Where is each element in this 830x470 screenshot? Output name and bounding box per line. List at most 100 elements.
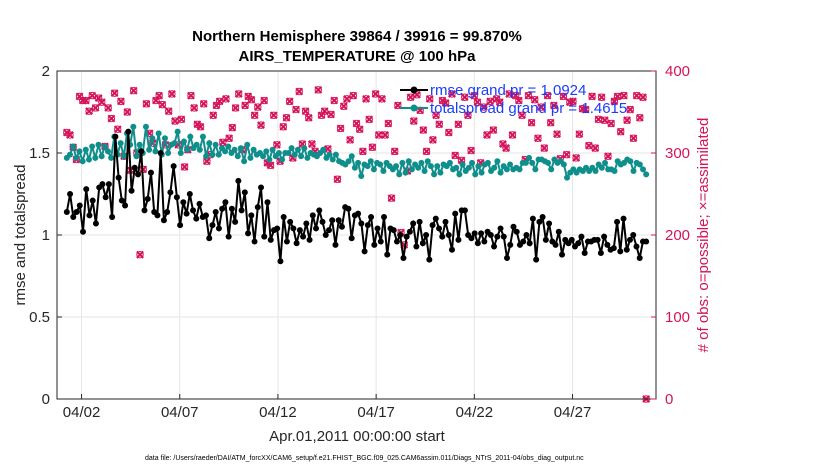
rmse-point xyxy=(105,181,112,188)
totalspread-point xyxy=(370,166,377,173)
totalspread-point xyxy=(149,135,156,142)
rmse-point xyxy=(390,227,397,234)
rmse-point xyxy=(306,236,313,243)
rmse-point xyxy=(471,230,478,237)
obs-assimilated-marker xyxy=(591,144,600,152)
obs-assimilated-marker xyxy=(314,85,323,94)
obs-assimilated-marker xyxy=(266,161,275,170)
obs-assimilated-marker xyxy=(218,138,227,147)
rmse-point xyxy=(410,220,417,227)
rmse-point xyxy=(316,207,323,214)
obs-possible-marker xyxy=(629,134,638,142)
obs-possible-marker xyxy=(180,163,189,171)
obs-possible-marker xyxy=(362,95,370,103)
obs-assimilated-marker xyxy=(479,103,488,111)
rmse-point xyxy=(109,213,116,220)
chart-subtitle: AIRS_TEMPERATURE @ 100 hPa xyxy=(239,48,477,65)
totalspread-point xyxy=(377,161,384,168)
rmse-point xyxy=(274,225,281,232)
totalspread-point xyxy=(263,148,270,155)
y-axis-left: 0 0.5 1 1.5 2 xyxy=(29,63,62,408)
obs-assimilated-marker xyxy=(209,111,218,120)
obs-assimilated-marker xyxy=(537,103,546,111)
obs-possible-marker xyxy=(365,115,373,124)
totalspread-point xyxy=(120,153,127,160)
rmse-point xyxy=(445,232,452,238)
rmse-point xyxy=(617,248,624,255)
totalspread-point xyxy=(418,159,425,166)
totalspread-point xyxy=(424,158,431,165)
totalspread-point xyxy=(250,146,257,153)
totalspread-point xyxy=(427,163,434,170)
totalspread-point xyxy=(446,159,453,166)
x-tick-label: 04/22 xyxy=(456,404,494,421)
obs-assimilated-marker xyxy=(623,116,631,125)
obs-assimilated-marker xyxy=(390,147,399,156)
rmse-point xyxy=(497,225,504,232)
obs-possible-marker xyxy=(620,91,628,100)
obs-assimilated-marker xyxy=(222,94,230,103)
rmse-point xyxy=(325,227,332,234)
obs-possible-marker xyxy=(617,127,625,136)
totalspread-point xyxy=(640,166,647,173)
totalspread-point xyxy=(491,164,498,171)
rmse-point xyxy=(455,236,462,243)
totalspread-point xyxy=(636,161,643,168)
rmse-point xyxy=(128,187,135,194)
obs-assimilated-marker xyxy=(530,95,539,104)
rmse-point xyxy=(439,233,446,240)
obs-assimilated-marker xyxy=(199,99,208,108)
obs-possible-marker xyxy=(320,107,329,115)
obs-possible-marker xyxy=(435,120,443,129)
totalspread-point xyxy=(209,151,216,158)
x-tick-label: 04/12 xyxy=(259,404,297,421)
totalspread-point xyxy=(472,171,479,178)
rmse-point xyxy=(610,245,617,252)
rmse-point xyxy=(267,236,274,243)
rmse-point xyxy=(504,254,511,261)
rmse-point xyxy=(144,195,151,202)
rmse-point xyxy=(487,232,494,238)
totalspread-point xyxy=(215,151,222,158)
rmse-point xyxy=(620,215,627,222)
totalspread-point xyxy=(434,163,441,170)
y2-axis-label: # of obs: o=possible; ×=assimilated xyxy=(695,118,712,353)
y-tick-label: 0.5 xyxy=(29,309,50,326)
totalspread-point xyxy=(560,161,567,168)
rmse-point xyxy=(177,222,184,229)
obs-possible-marker xyxy=(107,114,116,123)
obs-assimilated-marker xyxy=(381,131,390,139)
rmse-point xyxy=(500,233,507,240)
totalspread-point xyxy=(627,158,634,165)
x-tick-label: 04/02 xyxy=(63,404,101,421)
totalspread-point xyxy=(522,159,529,166)
rmse-point xyxy=(436,225,443,232)
obs-assimilated-marker xyxy=(378,94,386,103)
obs-assimilated-marker xyxy=(91,103,100,112)
obs-possible-marker xyxy=(346,136,354,144)
rmse-point xyxy=(287,218,294,225)
rmse-point xyxy=(212,209,219,216)
rmse-point xyxy=(290,225,297,232)
totalspread-point xyxy=(285,150,292,156)
obs-assimilated-marker xyxy=(575,130,584,139)
rmse-point xyxy=(623,246,630,253)
obs-assimilated-marker xyxy=(639,93,647,102)
obs-assimilated-marker xyxy=(202,157,211,166)
obs-assimilated-marker xyxy=(629,134,638,143)
obs-possible-marker xyxy=(231,104,240,112)
totalspread-point xyxy=(66,151,73,158)
legend-marker-spread xyxy=(410,104,418,112)
obs-assimilated-marker xyxy=(339,102,348,111)
totalspread-point xyxy=(165,150,172,156)
obs-assimilated-marker xyxy=(584,141,593,150)
totalspread-point xyxy=(478,169,485,176)
obs-possible-marker xyxy=(441,99,450,107)
obs-possible-marker xyxy=(155,91,163,100)
totalspread-point xyxy=(503,166,510,173)
obs-possible-marker xyxy=(273,141,281,149)
rmse-point xyxy=(332,241,339,248)
rmse-point xyxy=(494,233,501,240)
totalspread-point xyxy=(95,141,102,148)
totalspread-point xyxy=(611,168,618,175)
